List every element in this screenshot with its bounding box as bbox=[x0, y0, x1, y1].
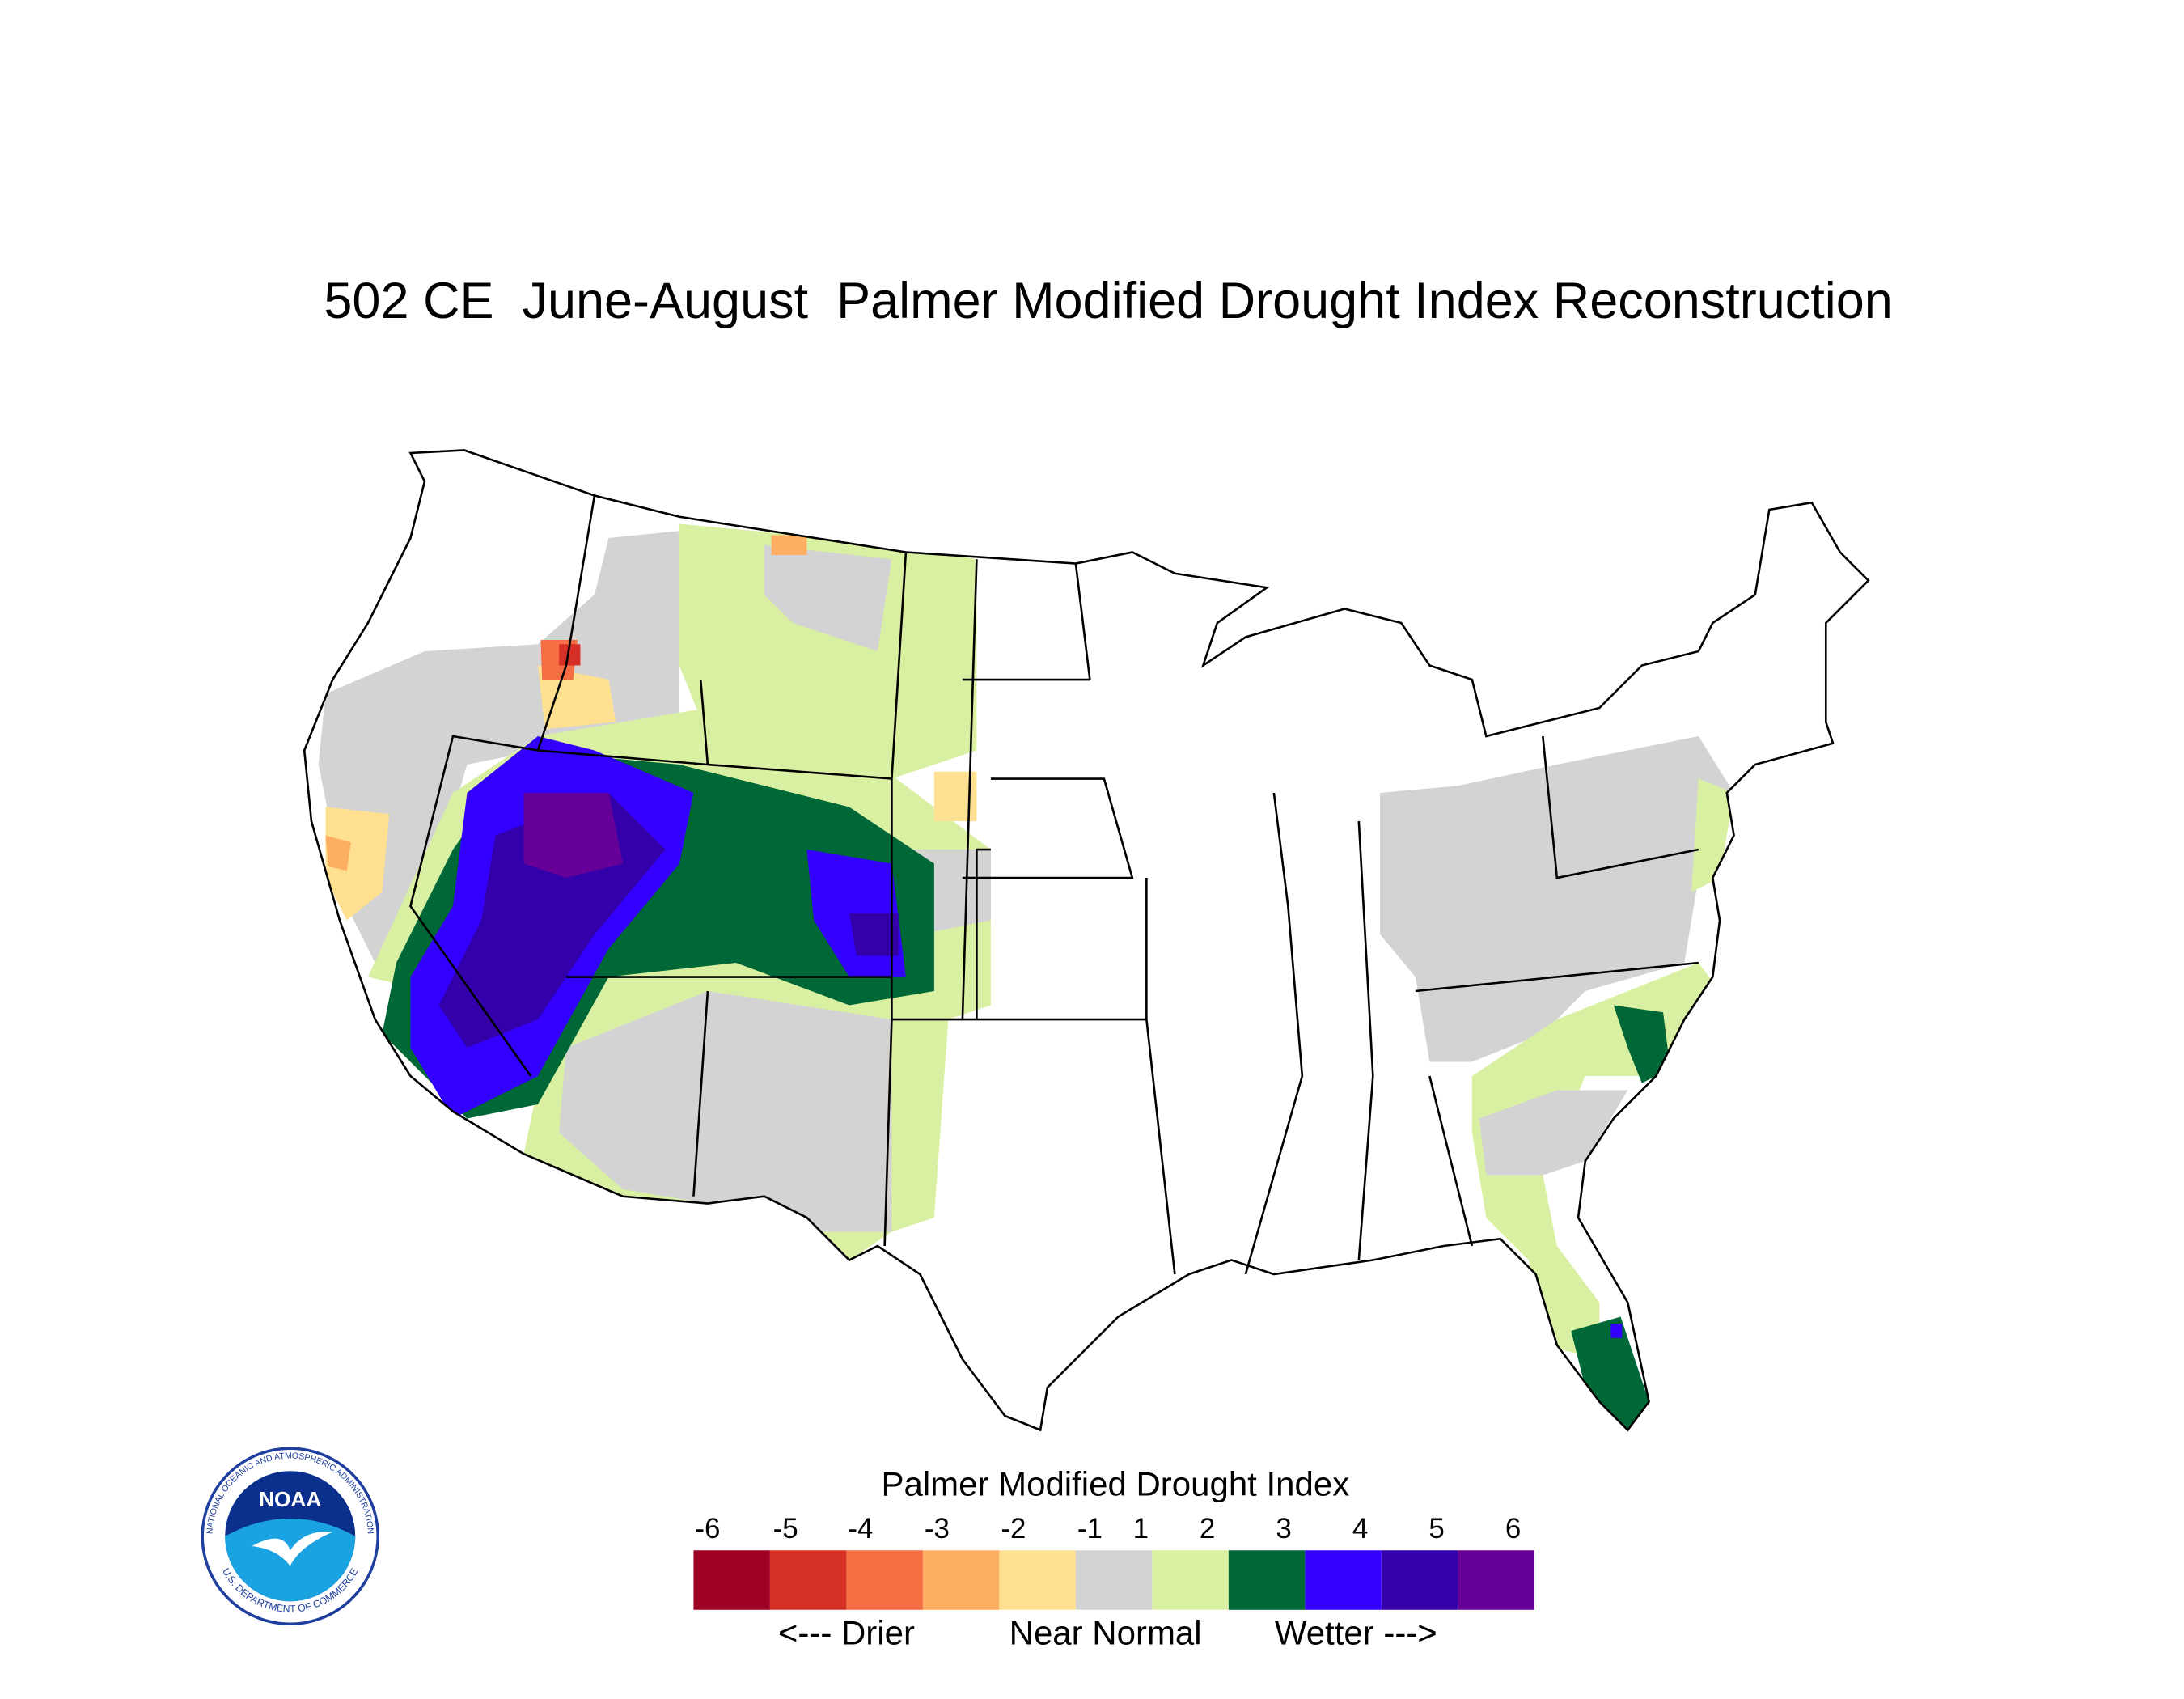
region bbox=[325, 835, 351, 871]
legend-tick-label: 5 bbox=[1428, 1513, 1444, 1544]
region bbox=[764, 544, 892, 651]
region bbox=[559, 991, 892, 1232]
legend-tick-label: 1 bbox=[1133, 1513, 1149, 1544]
legend-tick-label: -6 bbox=[695, 1513, 720, 1544]
legend-swatch bbox=[769, 1550, 847, 1610]
region bbox=[849, 913, 899, 956]
legend-swatch bbox=[1381, 1550, 1458, 1610]
region bbox=[1380, 736, 1734, 1062]
legend-swatch bbox=[1305, 1550, 1382, 1610]
legend-swatch bbox=[922, 1550, 1000, 1610]
state-lines bbox=[409, 495, 1699, 1275]
region bbox=[318, 531, 679, 977]
legend-tick-label: 4 bbox=[1352, 1513, 1368, 1544]
region bbox=[679, 523, 977, 779]
region bbox=[325, 807, 390, 921]
legend-tick-label: 6 bbox=[1505, 1513, 1521, 1544]
legend-swatch bbox=[1152, 1550, 1229, 1610]
legend-caption: Wetter ---> bbox=[1275, 1613, 1437, 1651]
logo-gull bbox=[252, 1532, 333, 1566]
region bbox=[1479, 1090, 1628, 1176]
region bbox=[1613, 1005, 1670, 1083]
logo-name: NOAA bbox=[259, 1487, 321, 1511]
region bbox=[933, 771, 977, 821]
legend-swatch bbox=[1458, 1550, 1534, 1610]
legend-swatch bbox=[1075, 1550, 1153, 1610]
region bbox=[771, 535, 807, 555]
legend-caption: <--- Drier bbox=[778, 1613, 915, 1651]
legend-title: Palmer Modified Drought Index bbox=[882, 1465, 1350, 1503]
region bbox=[1610, 1324, 1623, 1338]
legend: -6 -5 -4 -3 -2 -1 1 2 3 4 5 6 <--- Drier Near Normal W… bbox=[693, 1513, 1534, 1651]
region bbox=[559, 644, 581, 666]
legend-tick-label: -5 bbox=[773, 1513, 798, 1544]
region bbox=[1571, 1316, 1649, 1430]
region bbox=[1691, 778, 1734, 892]
region bbox=[523, 793, 623, 878]
legend-tick-label: -3 bbox=[925, 1513, 950, 1544]
legend-caption: Near Normal bbox=[1009, 1613, 1202, 1651]
noaa-logo: NOAA NATIONAL OCEANIC AND ATMOSPHERIC AD… bbox=[201, 1447, 379, 1625]
legend-swatch bbox=[693, 1550, 770, 1610]
legend-swatch bbox=[999, 1550, 1076, 1610]
legend-tick-label: -4 bbox=[848, 1513, 873, 1544]
region bbox=[537, 665, 616, 730]
legend-swatch bbox=[1228, 1550, 1306, 1610]
borders bbox=[303, 449, 1870, 1431]
legend-tick-label: 3 bbox=[1276, 1513, 1291, 1544]
legend-tick-label: 2 bbox=[1200, 1513, 1215, 1544]
legend-tick-label: -1 bbox=[1077, 1513, 1103, 1544]
legend-swatch bbox=[846, 1550, 923, 1610]
legend-tick-label: -2 bbox=[1001, 1513, 1026, 1544]
map-title: 502 CE June-August Palmer Modified Droug… bbox=[324, 273, 1892, 329]
